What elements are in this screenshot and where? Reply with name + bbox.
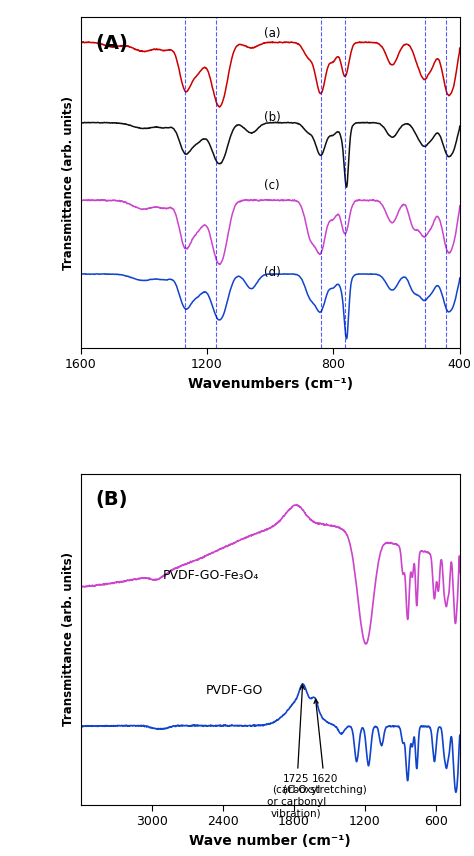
- Y-axis label: Transmittance (arb. units): Transmittance (arb. units): [62, 96, 75, 270]
- Text: (c): (c): [264, 179, 280, 192]
- Text: 1725
(carboxyl
or carbonyl
vibration): 1725 (carboxyl or carbonyl vibration): [266, 685, 326, 818]
- Text: (d): (d): [264, 266, 281, 279]
- Text: PVDF-GO-Fe₃O₄: PVDF-GO-Fe₃O₄: [163, 569, 259, 582]
- Text: (B): (B): [96, 490, 128, 509]
- Text: PVDF-GO: PVDF-GO: [206, 684, 264, 697]
- X-axis label: Wave number (cm⁻¹): Wave number (cm⁻¹): [189, 834, 351, 847]
- X-axis label: Wavenumbers (cm⁻¹): Wavenumbers (cm⁻¹): [188, 377, 353, 391]
- Text: 1620
(C-O stretching): 1620 (C-O stretching): [283, 699, 366, 795]
- Text: (a): (a): [264, 27, 280, 39]
- Text: (A): (A): [96, 33, 128, 53]
- Y-axis label: Transmittance (arb. units): Transmittance (arb. units): [62, 552, 75, 726]
- Text: (b): (b): [264, 111, 281, 124]
